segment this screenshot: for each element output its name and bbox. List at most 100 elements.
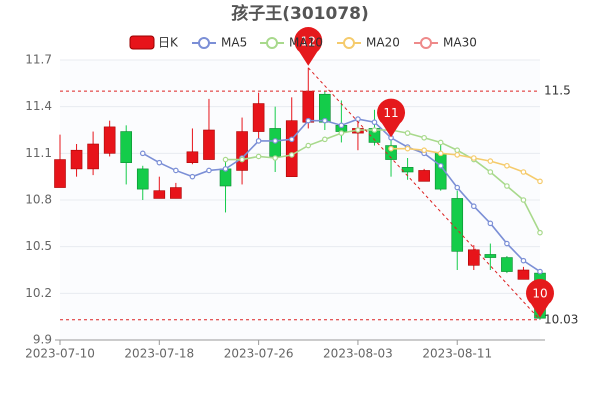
- ma-point: [404, 130, 411, 136]
- legend-swatch: [420, 37, 432, 49]
- pin: [526, 279, 555, 318]
- pin-label: 11: [383, 106, 398, 120]
- ma-point: [421, 134, 427, 141]
- candle-body: [70, 149, 83, 170]
- ma-point: [338, 130, 345, 136]
- ma-point: [338, 122, 345, 129]
- ma-line: [391, 147, 541, 183]
- pin-label: 12: [301, 34, 316, 48]
- x-tick-label: 2023-07-26: [224, 347, 294, 361]
- ma-point: [222, 166, 229, 172]
- ma-point: [487, 220, 494, 227]
- ma-point: [504, 162, 510, 169]
- ma-point: [156, 159, 163, 166]
- ma-point: [206, 167, 212, 174]
- y-tick-label: 11.7: [25, 53, 52, 67]
- legend-swatch: [198, 37, 210, 49]
- y-tick-label: 11.1: [25, 146, 52, 160]
- candle-body: [501, 257, 513, 272]
- x-tick-label: 2023-07-10: [25, 347, 95, 361]
- candle-body: [302, 90, 315, 123]
- candle-body: [252, 103, 265, 132]
- ma-point: [437, 162, 444, 169]
- candle-body: [170, 187, 182, 199]
- ma-point: [239, 156, 245, 163]
- candle-body: [153, 190, 166, 199]
- ma-point: [520, 169, 527, 175]
- ma-point: [470, 155, 477, 161]
- legend-label: MA10: [289, 36, 323, 50]
- legend-label: MA5: [221, 36, 247, 50]
- ma-point: [371, 127, 378, 133]
- candle-body: [236, 131, 248, 171]
- ma-point: [388, 145, 394, 152]
- ma-point: [537, 268, 543, 275]
- candle-body: [103, 126, 116, 154]
- mark-line-label: 11.5: [544, 84, 571, 98]
- ma-point: [520, 257, 527, 264]
- candle-body: [120, 131, 133, 163]
- ma-point: [272, 155, 278, 161]
- ma-point: [189, 173, 196, 180]
- ma-point: [454, 184, 461, 191]
- mark-line-label: 10.03: [544, 312, 578, 326]
- ma-point: [437, 150, 444, 157]
- ma-point: [322, 117, 328, 124]
- y-tick-label: 11.4: [25, 99, 52, 113]
- candle-body: [136, 168, 149, 190]
- chart-title: 孩子王(301078): [231, 3, 369, 24]
- ma-point: [454, 147, 461, 154]
- ma-point: [437, 139, 444, 146]
- candle-body: [517, 269, 530, 280]
- ma-point: [222, 156, 229, 163]
- candle-body: [418, 170, 430, 182]
- ma-point: [255, 153, 262, 160]
- pin: [377, 98, 406, 138]
- ma-point: [504, 183, 510, 189]
- ma-point: [255, 138, 262, 144]
- candle-body: [186, 151, 199, 163]
- ma-point: [272, 138, 278, 144]
- legend-swatch: [343, 37, 355, 49]
- candle-body: [203, 129, 215, 160]
- ma-point: [355, 116, 361, 122]
- ma-point: [288, 136, 295, 143]
- x-tick-label: 2023-08-03: [323, 347, 393, 361]
- ma-point: [371, 119, 378, 126]
- ma-point: [305, 142, 312, 149]
- candle-body: [54, 159, 66, 188]
- ma-point: [404, 145, 411, 152]
- y-tick-label: 10.5: [25, 239, 52, 253]
- y-tick-label: 9.9: [33, 333, 52, 347]
- legend-swatch: [129, 35, 155, 50]
- legend-label: MA20: [366, 36, 400, 50]
- x-tick-label: 2023-07-18: [124, 347, 194, 361]
- candle-body: [484, 254, 497, 258]
- ma-point: [504, 240, 510, 247]
- ma-point: [520, 197, 527, 203]
- ma-point: [139, 150, 146, 157]
- pin-label: 10: [532, 286, 547, 300]
- candle-body: [385, 145, 397, 160]
- ma-point: [173, 167, 179, 174]
- legend-label: MA30: [443, 36, 477, 50]
- x-tick-label: 2023-08-11: [422, 347, 492, 361]
- pin: [294, 27, 323, 66]
- ma-point: [487, 169, 494, 175]
- legend-swatch: [266, 37, 278, 49]
- y-tick-label: 10.8: [25, 193, 52, 207]
- legend-label: 日K: [158, 36, 179, 50]
- ma-point: [454, 152, 461, 158]
- candle-body: [87, 143, 99, 170]
- ma-point: [355, 127, 361, 133]
- ma-point: [487, 158, 494, 164]
- ma-point: [421, 147, 427, 154]
- ma-point: [537, 229, 543, 236]
- ma-point: [322, 136, 328, 143]
- candle-body: [285, 120, 298, 177]
- ma-point: [537, 178, 543, 185]
- ma-line: [225, 129, 541, 234]
- candle-body: [451, 198, 464, 252]
- candle-body: [467, 249, 480, 266]
